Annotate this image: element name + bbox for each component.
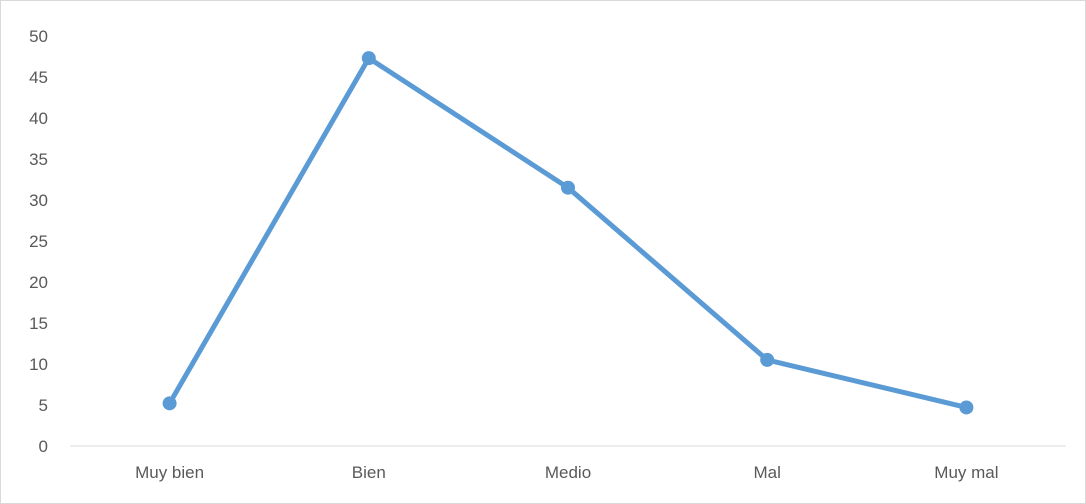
y-tick-label: 50 [29, 27, 48, 46]
data-point [959, 400, 974, 415]
y-tick-label: 20 [29, 273, 48, 292]
y-tick-label: 25 [29, 232, 48, 251]
x-tick-label: Medio [545, 463, 591, 482]
x-tick-labels: Muy bien Bien Medio Mal Muy mal [135, 463, 998, 482]
y-tick-label: 0 [39, 437, 48, 456]
data-point [361, 51, 376, 66]
y-tick-label: 15 [29, 314, 48, 333]
y-tick-label: 35 [29, 150, 48, 169]
y-tick-label: 45 [29, 68, 48, 87]
y-tick-label: 40 [29, 109, 48, 128]
data-markers [162, 51, 974, 415]
x-tick-label: Mal [753, 463, 780, 482]
data-point [561, 180, 575, 195]
y-tick-label: 10 [29, 355, 48, 374]
data-point [162, 396, 177, 411]
y-tick-label: 30 [29, 191, 48, 210]
y-tick-label: 5 [39, 396, 48, 415]
series-line [167, 55, 969, 410]
x-tick-label: Muy bien [135, 463, 204, 482]
x-tick-label: Bien [352, 463, 386, 482]
y-tick-labels: 0 5 10 15 20 25 30 35 40 45 50 [29, 27, 48, 456]
x-tick-label: Muy mal [934, 463, 998, 482]
data-point [760, 352, 775, 367]
